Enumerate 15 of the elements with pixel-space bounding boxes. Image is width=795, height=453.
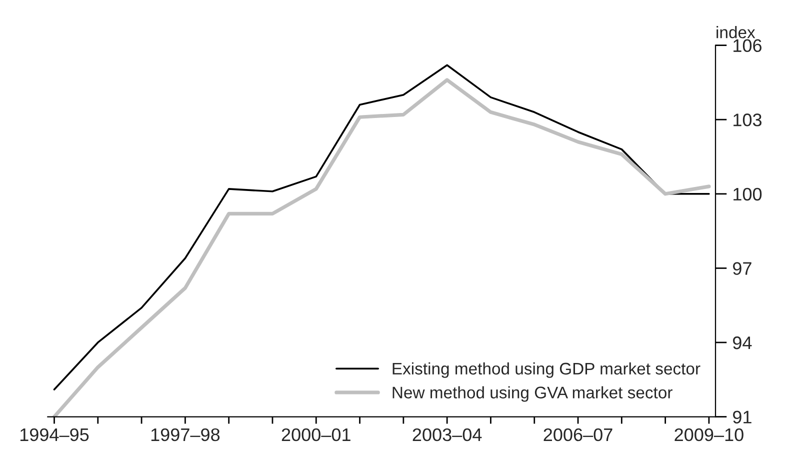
x-tick-label: 2000–01: [282, 428, 350, 442]
y-tick-label: 91: [733, 410, 752, 424]
legend-label: New method using GVA market sector: [392, 386, 672, 402]
y-tick-label: 94: [733, 336, 752, 350]
y-tick-label: 103: [734, 114, 762, 126]
x-tick-label: 1997–98: [151, 428, 220, 442]
x-tick-label: 2003–04: [412, 428, 482, 442]
y-tick-label: 106: [734, 39, 762, 52]
y-tick-label: 100: [734, 188, 762, 201]
legend-label: Existing method using GDP market sector: [392, 362, 700, 378]
x-tick-label: 2006–07: [544, 428, 612, 442]
y-axis-title: index: [716, 26, 756, 38]
x-tick-label: 1994–95: [20, 428, 89, 442]
y-tick-label: 97: [733, 262, 752, 275]
x-tick-label: 2009–10: [674, 428, 744, 442]
